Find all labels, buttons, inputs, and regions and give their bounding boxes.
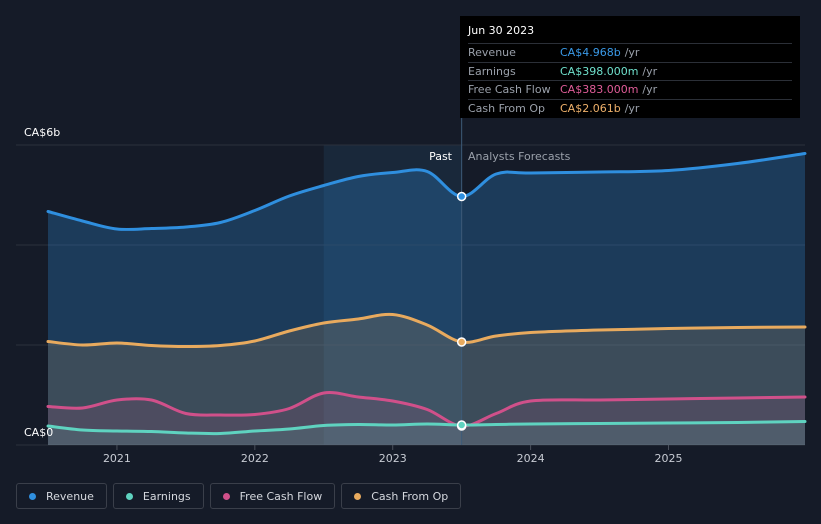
legend-item-free-cash-flow[interactable]: Free Cash Flow	[209, 483, 336, 509]
legend: Revenue Earnings Free Cash Flow Cash Fro…	[16, 483, 462, 509]
tooltip-value: CA$2.061b	[560, 101, 621, 115]
y-axis-label-bottom: CA$0	[24, 426, 53, 439]
tooltip-value: CA$383.000m	[560, 83, 639, 97]
tooltip-value: CA$398.000m	[560, 64, 639, 78]
tooltip-unit: /yr	[642, 64, 658, 78]
tooltip-row-cash-from-op: Cash From Op CA$2.061b /yr	[468, 98, 792, 118]
tooltip: Jun 30 2023 Revenue CA$4.968b /yr Earnin…	[460, 16, 800, 118]
legend-dot-icon	[125, 492, 133, 500]
x-tick-label: 2021	[103, 452, 131, 465]
past-label: Past	[429, 150, 453, 163]
revenue-area	[48, 153, 805, 445]
tooltip-row-earnings: Earnings CA$398.000m /yr	[468, 61, 792, 81]
legend-label: Free Cash Flow	[239, 489, 323, 503]
tooltip-label: Cash From Op	[468, 101, 546, 115]
legend-dot-icon	[29, 492, 36, 500]
cfo-line	[46, 312, 807, 349]
legend-label: Cash From Op	[371, 489, 449, 503]
tooltip-row-free-cash-flow: Free Cash Flow CA$383.000m /yr	[468, 80, 792, 99]
earnings-line	[46, 420, 807, 436]
analysts-forecasts-label: Analysts Forecasts	[468, 150, 571, 163]
revenue-marker	[456, 191, 467, 202]
tooltip-unit: /yr	[624, 101, 640, 115]
earnings-area	[48, 421, 805, 445]
cfo-marker	[456, 337, 467, 347]
tooltip-label: Earnings	[468, 64, 516, 78]
x-tick-label: 2023	[379, 452, 407, 465]
fcf-line	[46, 391, 807, 428]
chart-area: CA$6b CA$0 Past Analysts Forecasts 2021 2…	[16, 16, 807, 465]
tooltip-label: Revenue	[468, 46, 516, 60]
cfo-area	[48, 314, 805, 445]
legend-item-cash-from-op[interactable]: Cash From Op	[341, 483, 462, 509]
legend-label: Earnings	[142, 489, 191, 503]
y-axis-label-top: CA$6b	[24, 126, 60, 139]
legend-dot-icon	[354, 492, 362, 500]
tooltip-unit: /yr	[642, 83, 658, 97]
legend-label: Revenue	[46, 489, 94, 503]
tooltip-date: Jun 30 2023	[468, 24, 535, 37]
x-tick-label: 2022	[241, 452, 269, 465]
legend-item-revenue[interactable]: Revenue	[16, 483, 107, 509]
tooltip-unit: /yr	[624, 46, 640, 60]
x-tick-label: 2024	[517, 452, 545, 465]
legend-dot-icon	[222, 492, 230, 500]
legend-item-earnings[interactable]: Earnings	[112, 483, 204, 509]
tooltip-label: Free Cash Flow	[468, 83, 551, 97]
revenue-line	[46, 152, 807, 231]
earnings-marker	[456, 420, 467, 430]
tooltip-row-revenue: Revenue CA$4.968b /yr	[468, 43, 792, 62]
tooltip-value: CA$4.968b	[560, 46, 621, 60]
x-tick-label: 2025	[654, 452, 682, 465]
